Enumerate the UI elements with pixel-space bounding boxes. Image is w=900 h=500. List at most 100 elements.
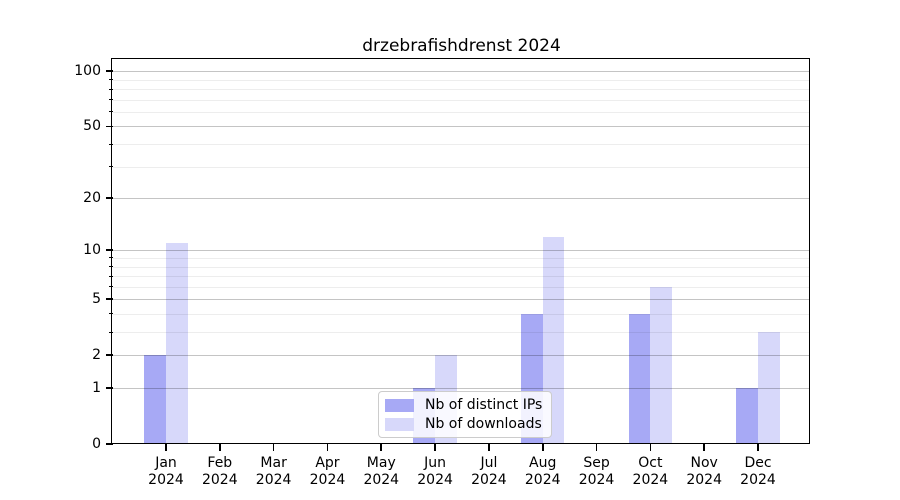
axes-frame xyxy=(111,58,811,445)
x-tick-month: Jul xyxy=(480,455,498,471)
x-tick-year: 2024 xyxy=(578,472,615,488)
major-gridline xyxy=(113,198,810,200)
x-tick-label: Sep 2024 xyxy=(565,455,629,489)
y-tick-label: 20 xyxy=(83,190,101,207)
x-tick-month: Sep xyxy=(583,455,610,471)
y-axis-minor-tick xyxy=(109,266,113,267)
x-tick-month: Apr xyxy=(315,455,340,471)
major-gridline xyxy=(113,250,810,252)
minor-gridline xyxy=(113,313,810,315)
major-gridline xyxy=(113,71,810,73)
x-tick-label: Feb 2024 xyxy=(188,455,252,489)
x-axis-tick xyxy=(595,444,598,451)
minor-gridline xyxy=(113,79,810,81)
x-tick-label: Apr 2024 xyxy=(295,455,359,489)
x-axis-tick xyxy=(488,444,490,451)
x-tick-year: 2024 xyxy=(255,472,292,488)
major-gridline xyxy=(113,299,810,301)
y-tick-label: 0 xyxy=(92,436,101,452)
x-tick-label: Aug 2024 xyxy=(511,455,575,489)
y-tick-label: 10 xyxy=(83,242,101,259)
minor-gridline xyxy=(113,257,810,259)
x-tick-month: Nov xyxy=(690,455,718,471)
x-tick-year: 2024 xyxy=(740,472,776,488)
x-tick-year: 2024 xyxy=(417,472,453,488)
x-tick-year: 2024 xyxy=(201,472,238,488)
minor-gridline xyxy=(113,266,810,268)
major-gridline xyxy=(113,388,810,389)
bar-downloads-jan xyxy=(166,243,188,444)
minor-gridline xyxy=(113,276,810,278)
bar-distinct-ips-jan xyxy=(144,355,166,444)
y-axis-tick xyxy=(106,298,113,301)
y-axis-tick xyxy=(106,387,113,389)
x-axis-tick xyxy=(649,444,652,451)
x-tick-month: Jun xyxy=(424,455,447,471)
minor-gridline xyxy=(113,286,810,288)
x-tick-label: Jun 2024 xyxy=(403,455,467,489)
bar-downloads-oct xyxy=(650,286,672,444)
y-axis-minor-tick xyxy=(109,275,113,277)
y-axis-minor-tick xyxy=(109,143,113,145)
x-tick-label: Oct 2024 xyxy=(618,455,682,489)
major-gridline xyxy=(113,355,810,357)
legend-label-distinct-ips: Nb of distinct IPs xyxy=(425,397,543,413)
y-axis-minor-tick xyxy=(109,111,113,113)
x-tick-label: Mar 2024 xyxy=(242,455,306,489)
y-axis-minor-tick xyxy=(109,257,113,259)
x-axis-tick xyxy=(703,444,705,451)
bar-distinct-ips-oct xyxy=(628,313,651,444)
y-tick-label: 5 xyxy=(92,291,101,308)
y-axis-minor-tick xyxy=(109,286,113,288)
legend-item-distinct-ips: Nb of distinct IPs xyxy=(385,397,542,413)
minor-gridline xyxy=(113,144,810,145)
x-tick-year: 2024 xyxy=(686,472,722,488)
major-gridline xyxy=(113,126,810,128)
y-axis-minor-tick xyxy=(109,166,113,168)
x-tick-label: Nov 2024 xyxy=(672,455,736,489)
minor-gridline xyxy=(113,332,810,333)
x-tick-month: Dec xyxy=(744,455,772,471)
minor-gridline xyxy=(113,89,810,90)
legend-swatch-downloads xyxy=(385,417,414,431)
y-tick-label: 100 xyxy=(74,63,101,80)
x-axis-tick xyxy=(380,444,383,451)
x-tick-year: 2024 xyxy=(632,472,669,488)
x-axis-tick xyxy=(757,444,759,451)
x-axis-tick xyxy=(219,444,221,451)
x-tick-month: Mar xyxy=(260,455,287,471)
y-axis-minor-tick xyxy=(109,99,113,101)
x-axis-tick xyxy=(541,444,544,451)
bar-distinct-ips-dec xyxy=(736,388,758,444)
minor-gridline xyxy=(113,166,810,168)
minor-gridline xyxy=(113,99,810,101)
x-axis-tick xyxy=(434,444,436,451)
y-axis-tick xyxy=(106,125,113,128)
y-axis-tick xyxy=(106,197,113,199)
x-tick-year: 2024 xyxy=(309,472,346,488)
x-tick-label: Jul 2024 xyxy=(457,455,521,489)
y-axis-tick xyxy=(106,354,113,357)
legend-item-downloads: Nb of downloads xyxy=(385,416,542,432)
x-tick-label: Dec 2024 xyxy=(726,455,790,489)
bar-downloads-dec xyxy=(758,332,780,444)
y-axis-tick xyxy=(106,70,113,72)
minor-gridline xyxy=(113,111,810,113)
x-tick-month: Jan xyxy=(155,455,177,471)
x-tick-month: Aug xyxy=(529,455,557,471)
chart-title: drzebrafishdrenst 2024 xyxy=(362,36,561,56)
x-axis-tick xyxy=(272,444,275,451)
x-tick-label: Jan 2024 xyxy=(134,455,198,489)
y-axis-tick xyxy=(106,443,113,445)
y-tick-label: 1 xyxy=(92,380,101,396)
y-axis-minor-tick xyxy=(109,331,113,333)
x-tick-label: May 2024 xyxy=(349,455,413,489)
x-tick-year: 2024 xyxy=(363,472,400,488)
x-tick-year: 2024 xyxy=(148,472,184,488)
x-tick-month: May xyxy=(366,455,396,471)
y-tick-label: 2 xyxy=(92,347,101,364)
legend-label-downloads: Nb of downloads xyxy=(425,416,542,432)
x-tick-year: 2024 xyxy=(471,472,507,488)
legend-swatch-distinct-ips xyxy=(385,398,414,412)
